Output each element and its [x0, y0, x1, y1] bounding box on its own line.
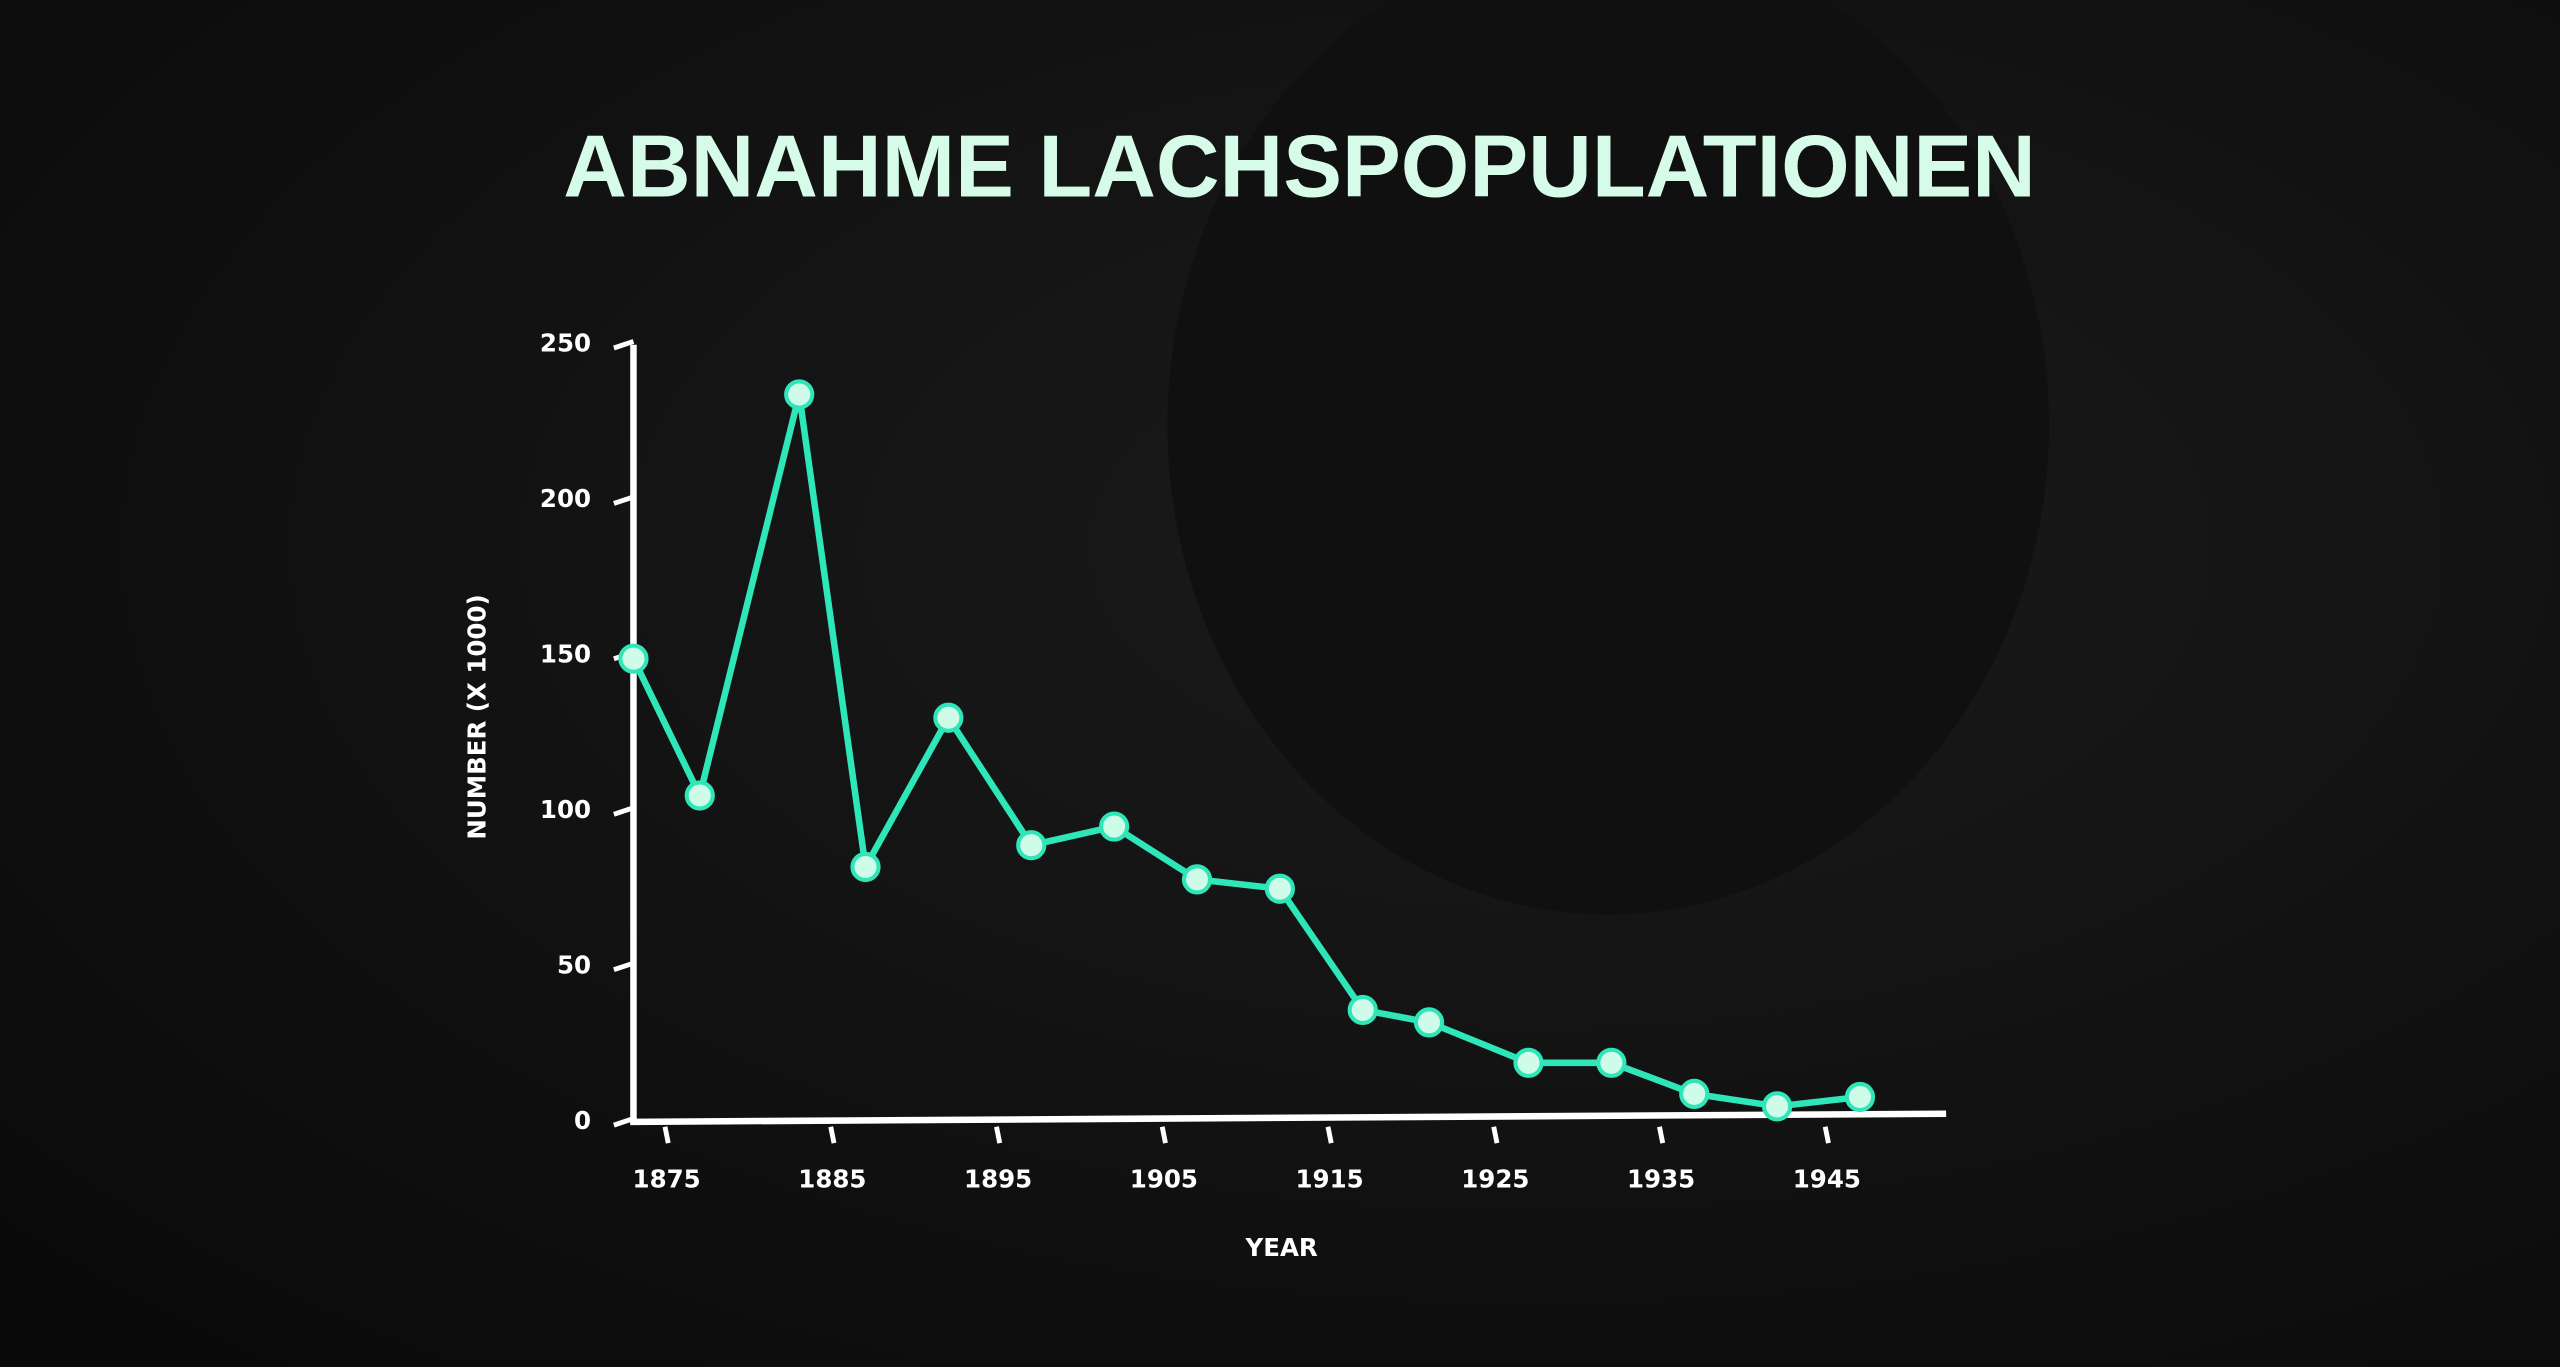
x-tick	[994, 1126, 1003, 1144]
data-point	[1413, 1007, 1445, 1038]
data-point	[1762, 1091, 1793, 1122]
x-tick	[1822, 1126, 1831, 1144]
data-point	[1181, 864, 1213, 895]
y-tick-label: 200	[540, 484, 591, 513]
data-point	[1264, 873, 1295, 904]
y-tick-label: 150	[540, 640, 591, 669]
y-tick	[613, 494, 635, 506]
y-tick	[613, 960, 635, 973]
x-tick-label: 1905	[1130, 1165, 1198, 1194]
data-line	[630, 391, 1861, 1110]
x-tick	[1657, 1126, 1666, 1144]
background-figure	[1167, 0, 2049, 915]
data-point	[1513, 1047, 1544, 1078]
y-tick	[613, 1116, 635, 1128]
data-point	[1679, 1078, 1710, 1109]
data-point	[1596, 1047, 1627, 1078]
x-axis-title: YEAR	[1245, 1233, 1318, 1262]
x-tick	[1491, 1126, 1500, 1144]
y-tick-label: 100	[540, 795, 591, 824]
chart-title: ABNAHME LACHSPOPULATIONEN	[563, 117, 2036, 216]
data-point	[684, 780, 715, 811]
y-tick-label: 50	[557, 950, 591, 979]
data-point	[1099, 811, 1130, 842]
x-tick-label: 1895	[964, 1165, 1032, 1194]
data-point	[933, 702, 964, 733]
data-point	[1347, 994, 1378, 1026]
data-point	[784, 379, 815, 410]
y-axis-title: NUMBER (X 1000)	[462, 594, 491, 839]
y-tick-label: 0	[574, 1106, 591, 1135]
x-tick-label: 1875	[633, 1165, 701, 1194]
data-point	[1844, 1081, 1876, 1113]
x-tick-label: 1915	[1296, 1165, 1364, 1194]
y-tick-label: 250	[540, 329, 591, 358]
data-point	[1016, 830, 1047, 861]
x-tick-label: 1885	[798, 1165, 866, 1194]
data-point	[850, 851, 881, 883]
x-tick	[1325, 1126, 1334, 1144]
data-point	[618, 643, 649, 674]
y-tick	[613, 339, 635, 351]
x-tick-label: 1935	[1627, 1165, 1695, 1194]
x-tick	[662, 1126, 671, 1144]
x-tick-label: 1925	[1461, 1165, 1529, 1194]
x-tick	[828, 1126, 837, 1144]
x-tick-label: 1945	[1793, 1165, 1861, 1194]
x-axis	[630, 1110, 1947, 1126]
y-tick	[613, 805, 635, 817]
x-tick	[1159, 1126, 1168, 1144]
